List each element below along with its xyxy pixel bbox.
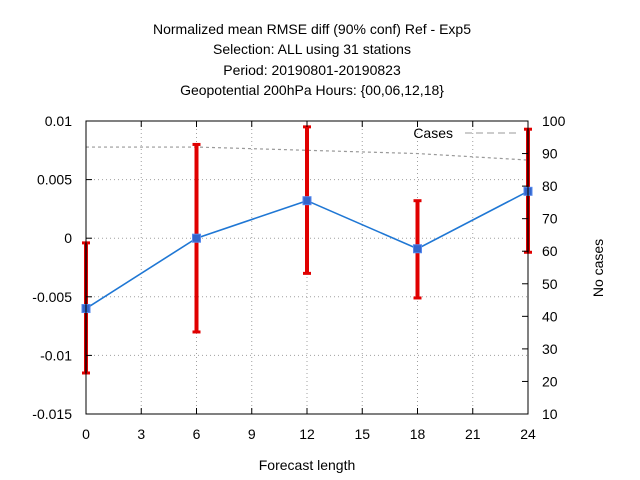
y2-tick-label-8: 90	[542, 146, 558, 162]
y2-tick-label-5: 60	[542, 243, 558, 259]
x-axis: 0 3 6 9 12 15 18 21 24	[82, 121, 536, 442]
y2-tick-label-1: 20	[542, 373, 558, 389]
y-tick-label-0: -0.015	[32, 406, 72, 422]
y-tick-label-3: 0	[64, 230, 72, 246]
y-tick-label-2: -0.005	[32, 289, 72, 305]
x-tick-label-4: 12	[299, 426, 315, 442]
data-point-3	[413, 244, 422, 254]
y2-tick-label-2: 30	[542, 341, 558, 357]
y2-tick-label-0: 10	[542, 406, 558, 422]
x-tick-label-5: 15	[354, 426, 370, 442]
chart-title: Normalized mean RMSE diff (90% conf) Ref…	[153, 21, 471, 98]
x-tick-label-2: 6	[193, 426, 201, 442]
x-tick-label-6: 18	[410, 426, 426, 442]
legend: Cases	[413, 125, 518, 141]
y2-tick-label-9: 100	[542, 113, 566, 129]
cases-line	[86, 146, 529, 161]
x-tick-label-7: 21	[465, 426, 481, 442]
x-axis-label: Forecast length	[259, 457, 356, 473]
x-tick-label-8: 24	[520, 426, 536, 442]
y-tick-label-4: 0.005	[37, 172, 72, 188]
title-line-2: Selection: ALL using 31 stations	[213, 41, 411, 57]
x-tick-label-1: 3	[137, 426, 145, 442]
y2-tick-label-3: 40	[542, 308, 558, 324]
title-line-3: Period: 20190801-20190823	[223, 62, 401, 78]
data-point-2	[302, 196, 312, 206]
y-tick-label-5: 0.01	[45, 113, 72, 129]
y2-tick-label-6: 70	[542, 211, 558, 227]
x-tick-label-3: 9	[248, 426, 256, 442]
title-line-4: Geopotential 200hPa Hours: {00,06,12,18}	[180, 82, 444, 98]
y2-tick-label-7: 80	[542, 178, 558, 194]
legend-label-cases: Cases	[413, 125, 453, 141]
x-tick-label-0: 0	[82, 426, 90, 442]
y-tick-label-1: -0.01	[40, 347, 72, 363]
diff-layer	[81, 125, 533, 375]
y2-axis-label: No cases	[590, 239, 606, 297]
cases-layer	[86, 146, 529, 161]
y2-tick-label-4: 50	[542, 276, 558, 292]
data-point-1	[192, 233, 201, 243]
y-axis-right: 10 20 30 40 50 60 70 80 90 100	[522, 113, 566, 422]
y-axis-left: -0.015 -0.01 -0.005 0 0.005 0.01	[32, 113, 92, 422]
title-line-1: Normalized mean RMSE diff (90% conf) Ref…	[153, 21, 471, 37]
